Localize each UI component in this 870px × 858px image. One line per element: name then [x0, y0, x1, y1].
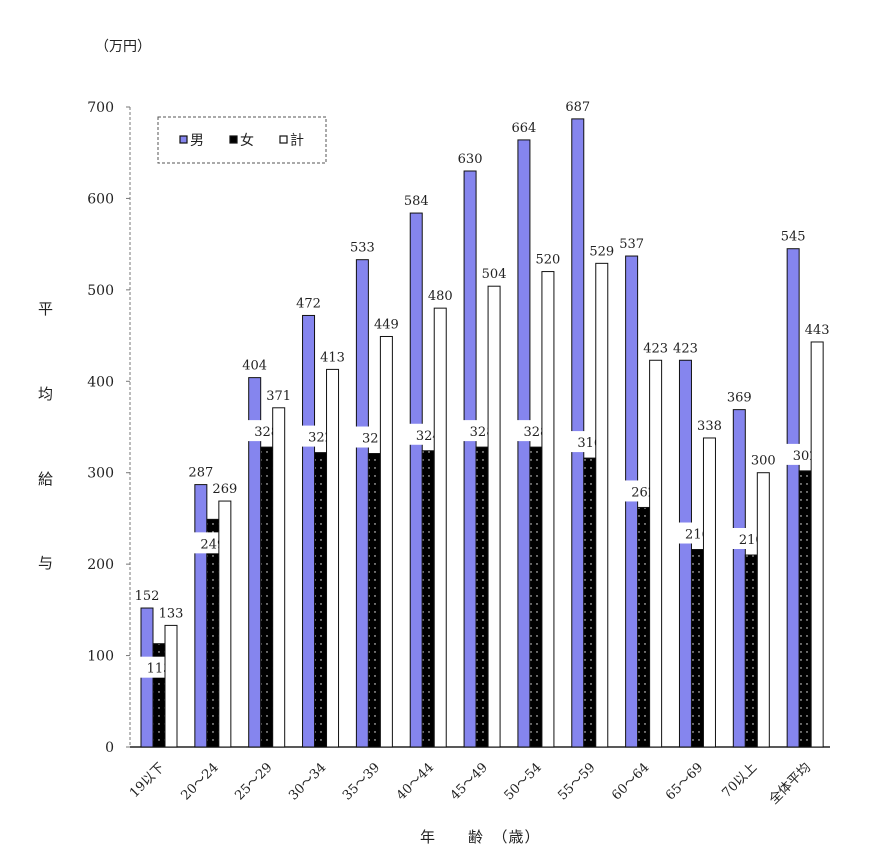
legend-swatch: [279, 135, 288, 144]
x-axis-label: 年 齢 （歳）: [420, 828, 541, 846]
bar-total: [756, 472, 770, 748]
y-axis-label-char: 与: [38, 554, 54, 572]
data-label: 423: [643, 341, 668, 356]
data-label: 269: [212, 482, 237, 497]
legend-label: 女: [240, 132, 254, 149]
bar-total: [595, 262, 609, 748]
bar-male: [625, 255, 639, 748]
x-tick-label: 55～59: [555, 760, 598, 803]
bar-total: [702, 437, 716, 748]
bar-female: [475, 446, 489, 748]
x-tick-label: 35～39: [340, 760, 383, 803]
x-tick-label: 全体平均: [766, 760, 814, 808]
y-tick-label: 400: [87, 374, 114, 390]
bar-female: [583, 457, 597, 748]
data-label: 152: [135, 589, 160, 604]
y-tick-label: 600: [87, 191, 114, 207]
bar-total: [326, 368, 340, 748]
bar-total: [433, 307, 447, 748]
data-label: 371: [266, 389, 291, 404]
bar-total: [487, 285, 501, 748]
bar-female: [206, 518, 220, 748]
y-tick-label: 200: [87, 557, 114, 573]
bar-female: [529, 446, 543, 748]
data-label: 529: [589, 244, 614, 259]
data-label: 584: [404, 194, 429, 209]
y-tick-label: 500: [87, 283, 114, 299]
bar-total: [541, 271, 555, 748]
x-tick-label: 20～24: [178, 760, 221, 803]
bar-male: [194, 484, 208, 748]
legend-swatch: [229, 135, 238, 144]
data-label: 520: [536, 253, 561, 268]
data-label: 287: [188, 466, 213, 481]
bar-male: [355, 259, 369, 748]
bar-female: [798, 470, 812, 748]
bar-female: [367, 453, 381, 748]
bar-male: [678, 359, 692, 748]
data-label: 687: [565, 100, 590, 115]
bar-female: [314, 452, 328, 748]
y-tick-label: 700: [87, 100, 114, 116]
x-tick-label: 30～34: [286, 760, 329, 803]
data-label: 133: [159, 606, 184, 621]
bar-total: [164, 624, 178, 748]
data-label: 338: [697, 419, 722, 434]
data-label: 443: [805, 323, 830, 338]
data-label: 545: [781, 230, 806, 245]
x-tick-label: 50～54: [502, 760, 545, 803]
bar-male: [517, 139, 531, 748]
bar-total: [810, 341, 824, 748]
x-tick-label: 60～64: [609, 760, 652, 803]
bar-male: [732, 409, 746, 748]
bar-total: [218, 500, 232, 748]
y-axis-label-char: 平: [38, 300, 54, 318]
y-tick-label: 300: [87, 466, 114, 482]
unit-label: （万円）: [95, 39, 151, 55]
x-tick-label: 40～44: [394, 760, 437, 803]
data-label: 537: [619, 237, 644, 252]
data-label: 504: [482, 267, 507, 282]
legend-swatch: [179, 135, 188, 144]
data-label: 413: [320, 350, 345, 365]
data-label: 630: [458, 152, 483, 167]
data-label: 404: [242, 359, 267, 374]
bar-total: [649, 359, 663, 748]
x-tick-label: 65～69: [663, 760, 706, 803]
x-tick-label: 25～29: [232, 760, 275, 803]
data-label: 472: [296, 296, 321, 311]
y-axis-label-char: 均: [38, 385, 54, 403]
bar-total: [379, 335, 393, 748]
bar-female: [421, 450, 435, 748]
bar-male: [786, 248, 800, 748]
bar-female: [260, 446, 274, 748]
x-tick-label: 45～49: [448, 760, 491, 803]
data-label: 533: [350, 241, 375, 256]
x-tick-label: 19以下: [127, 760, 168, 801]
data-label: 300: [751, 454, 776, 469]
bar-total: [272, 407, 286, 748]
legend-label: 計: [290, 133, 304, 149]
bar-male: [409, 212, 423, 748]
bar-male: [463, 170, 477, 748]
x-tick-label: 70以上: [719, 760, 760, 801]
bar-female: [690, 549, 704, 748]
y-tick-label: 0: [105, 740, 114, 756]
y-axis-label-char: 給: [38, 470, 54, 488]
data-label: 449: [374, 317, 399, 332]
y-tick-label: 100: [87, 649, 114, 665]
data-label: 369: [727, 391, 752, 406]
bar-female: [637, 506, 651, 748]
data-label: 423: [673, 341, 698, 356]
bar-male: [302, 314, 316, 748]
bar-female: [744, 554, 758, 748]
legend-label: 男: [190, 133, 204, 149]
data-label: 480: [428, 289, 453, 304]
data-label: 664: [512, 121, 537, 136]
